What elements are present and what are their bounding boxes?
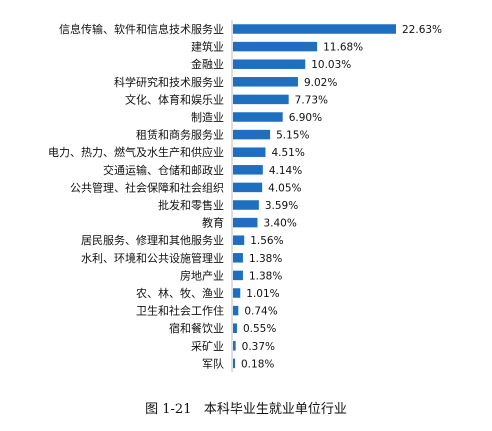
category-label-13: 水利、环境和公共设施管理业 bbox=[81, 251, 224, 265]
value-label-1: 11.68% bbox=[323, 42, 363, 54]
bar-17 bbox=[233, 323, 237, 333]
bar-11 bbox=[233, 217, 258, 228]
value-label-17: 0.55% bbox=[243, 323, 276, 335]
value-label-6: 5.15% bbox=[276, 130, 309, 142]
value-label-19: 0.18% bbox=[241, 358, 274, 370]
value-label-16: 0.74% bbox=[244, 306, 277, 318]
value-label-11: 3.40% bbox=[263, 218, 296, 230]
category-label-8: 交通运输、仓储和邮政业 bbox=[103, 163, 224, 177]
bar-0 bbox=[233, 24, 396, 34]
bar-18 bbox=[233, 341, 236, 351]
category-label-0: 信息传输、软件和信息技术服务业 bbox=[59, 22, 224, 36]
value-label-4: 7.73% bbox=[295, 94, 328, 106]
value-label-15: 1.01% bbox=[246, 288, 279, 300]
bar-5 bbox=[233, 112, 283, 122]
bar-2 bbox=[233, 59, 306, 69]
value-label-12: 1.56% bbox=[250, 235, 283, 247]
value-label-8: 4.14% bbox=[269, 165, 302, 177]
category-label-3: 科学研究和技术服务业 bbox=[114, 75, 224, 89]
value-label-18: 0.37% bbox=[242, 341, 275, 353]
bar-8 bbox=[233, 165, 263, 175]
category-label-7: 电力、热力、燃气及水生产和供应业 bbox=[48, 145, 224, 159]
category-label-6: 租赁和商务服务业 bbox=[136, 128, 224, 142]
value-label-9: 4.05% bbox=[268, 182, 301, 194]
bar-7 bbox=[233, 147, 266, 157]
category-label-17: 宿和餐饮业 bbox=[169, 321, 224, 335]
category-label-16: 卫生和社会工作住 bbox=[136, 304, 224, 318]
bar-13 bbox=[233, 253, 243, 263]
chart-caption: 图 1-21 本科毕业生就业单位行业 bbox=[145, 402, 347, 417]
category-label-2: 金融业 bbox=[191, 57, 224, 71]
bar-14 bbox=[233, 270, 243, 281]
value-label-10: 3.59% bbox=[265, 200, 298, 212]
bar-1 bbox=[233, 41, 318, 52]
category-label-4: 文化、体育和娱乐业 bbox=[125, 92, 224, 106]
value-label-13: 1.38% bbox=[249, 253, 282, 265]
category-label-5: 制造业 bbox=[191, 110, 224, 124]
category-label-9: 公共管理、社会保障和社会组织 bbox=[70, 180, 224, 194]
bar-4 bbox=[233, 94, 289, 105]
bar-9 bbox=[233, 182, 263, 193]
bar-12 bbox=[233, 235, 245, 245]
value-label-3: 9.02% bbox=[304, 77, 337, 89]
value-label-5: 6.90% bbox=[289, 112, 322, 124]
category-label-18: 采矿业 bbox=[191, 340, 224, 353]
bar-6 bbox=[233, 129, 271, 140]
value-label-0: 22.63% bbox=[402, 24, 442, 36]
bar-15 bbox=[233, 288, 241, 298]
value-label-2: 10.03% bbox=[311, 59, 351, 71]
category-label-15: 农、林、牧、渔业 bbox=[136, 286, 224, 300]
bar-19 bbox=[233, 358, 235, 369]
bar-16 bbox=[233, 305, 239, 316]
category-label-11: 教育 bbox=[202, 216, 224, 230]
category-label-12: 居民服务、修理和其他服务业 bbox=[81, 233, 224, 247]
category-label-19: 军队 bbox=[202, 356, 224, 370]
category-label-14: 房地产业 bbox=[180, 268, 224, 282]
category-label-1: 建筑业 bbox=[191, 40, 224, 54]
bar-10 bbox=[233, 200, 259, 210]
value-label-14: 1.38% bbox=[249, 270, 282, 282]
category-label-10: 批发和零售业 bbox=[158, 198, 224, 212]
bar-3 bbox=[233, 77, 298, 87]
value-label-7: 4.51% bbox=[271, 147, 304, 159]
